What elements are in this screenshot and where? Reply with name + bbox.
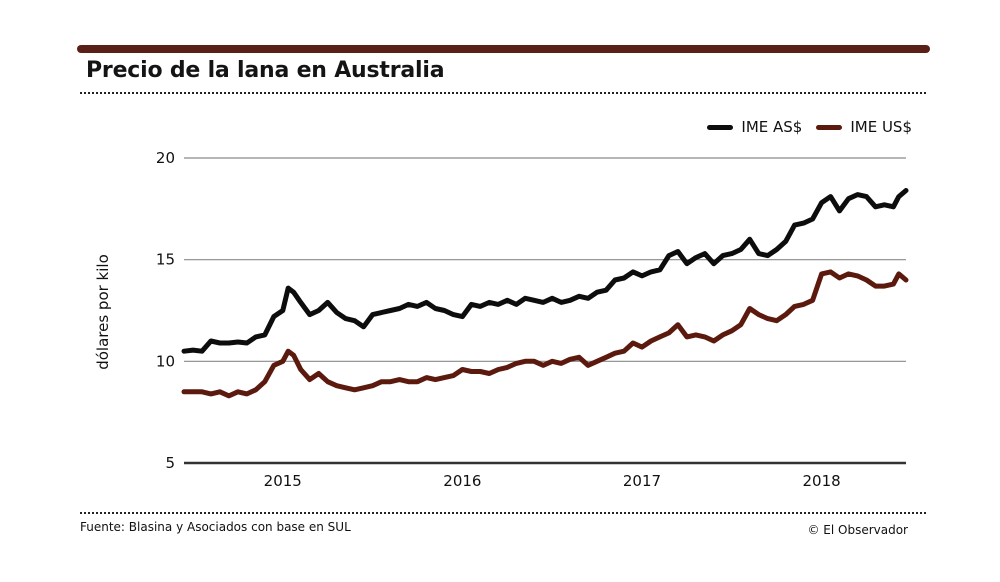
x-tick-label-2018: 2018: [802, 472, 840, 490]
legend-label-ime-as: IME AS$: [741, 118, 803, 136]
publisher-credit: © El Observador: [807, 523, 908, 537]
series-line-ime-as: [181, 188, 909, 354]
legend-item-ime-as: IME AS$: [707, 118, 802, 136]
legend-label-ime-us: IME US$: [850, 118, 912, 136]
y-tick-label-15: 15: [156, 251, 175, 269]
legend-swatch-ime-us: [816, 124, 843, 130]
footer-dotted-divider: [80, 512, 926, 514]
title-dotted-divider: [80, 92, 926, 94]
x-tick-label-2016: 2016: [443, 472, 481, 490]
legend-swatch-ime-as: [707, 124, 734, 130]
chart-legend: IME AS$ IME US$: [693, 118, 912, 136]
header-accent-bar: [77, 45, 930, 53]
x-tick-label-2015: 2015: [264, 472, 302, 490]
y-tick-label-10: 10: [156, 352, 175, 370]
y-tick-label-20: 20: [156, 149, 175, 167]
series-line-ime-us: [181, 269, 909, 399]
y-tick-label-5: 5: [165, 454, 175, 472]
chart-title: Precio de la lana en Australia: [86, 58, 445, 83]
x-tick-label-2017: 2017: [623, 472, 661, 490]
legend-item-ime-us: IME US$: [816, 118, 912, 136]
source-note: Fuente: Blasina y Asociados con base en …: [80, 520, 351, 534]
